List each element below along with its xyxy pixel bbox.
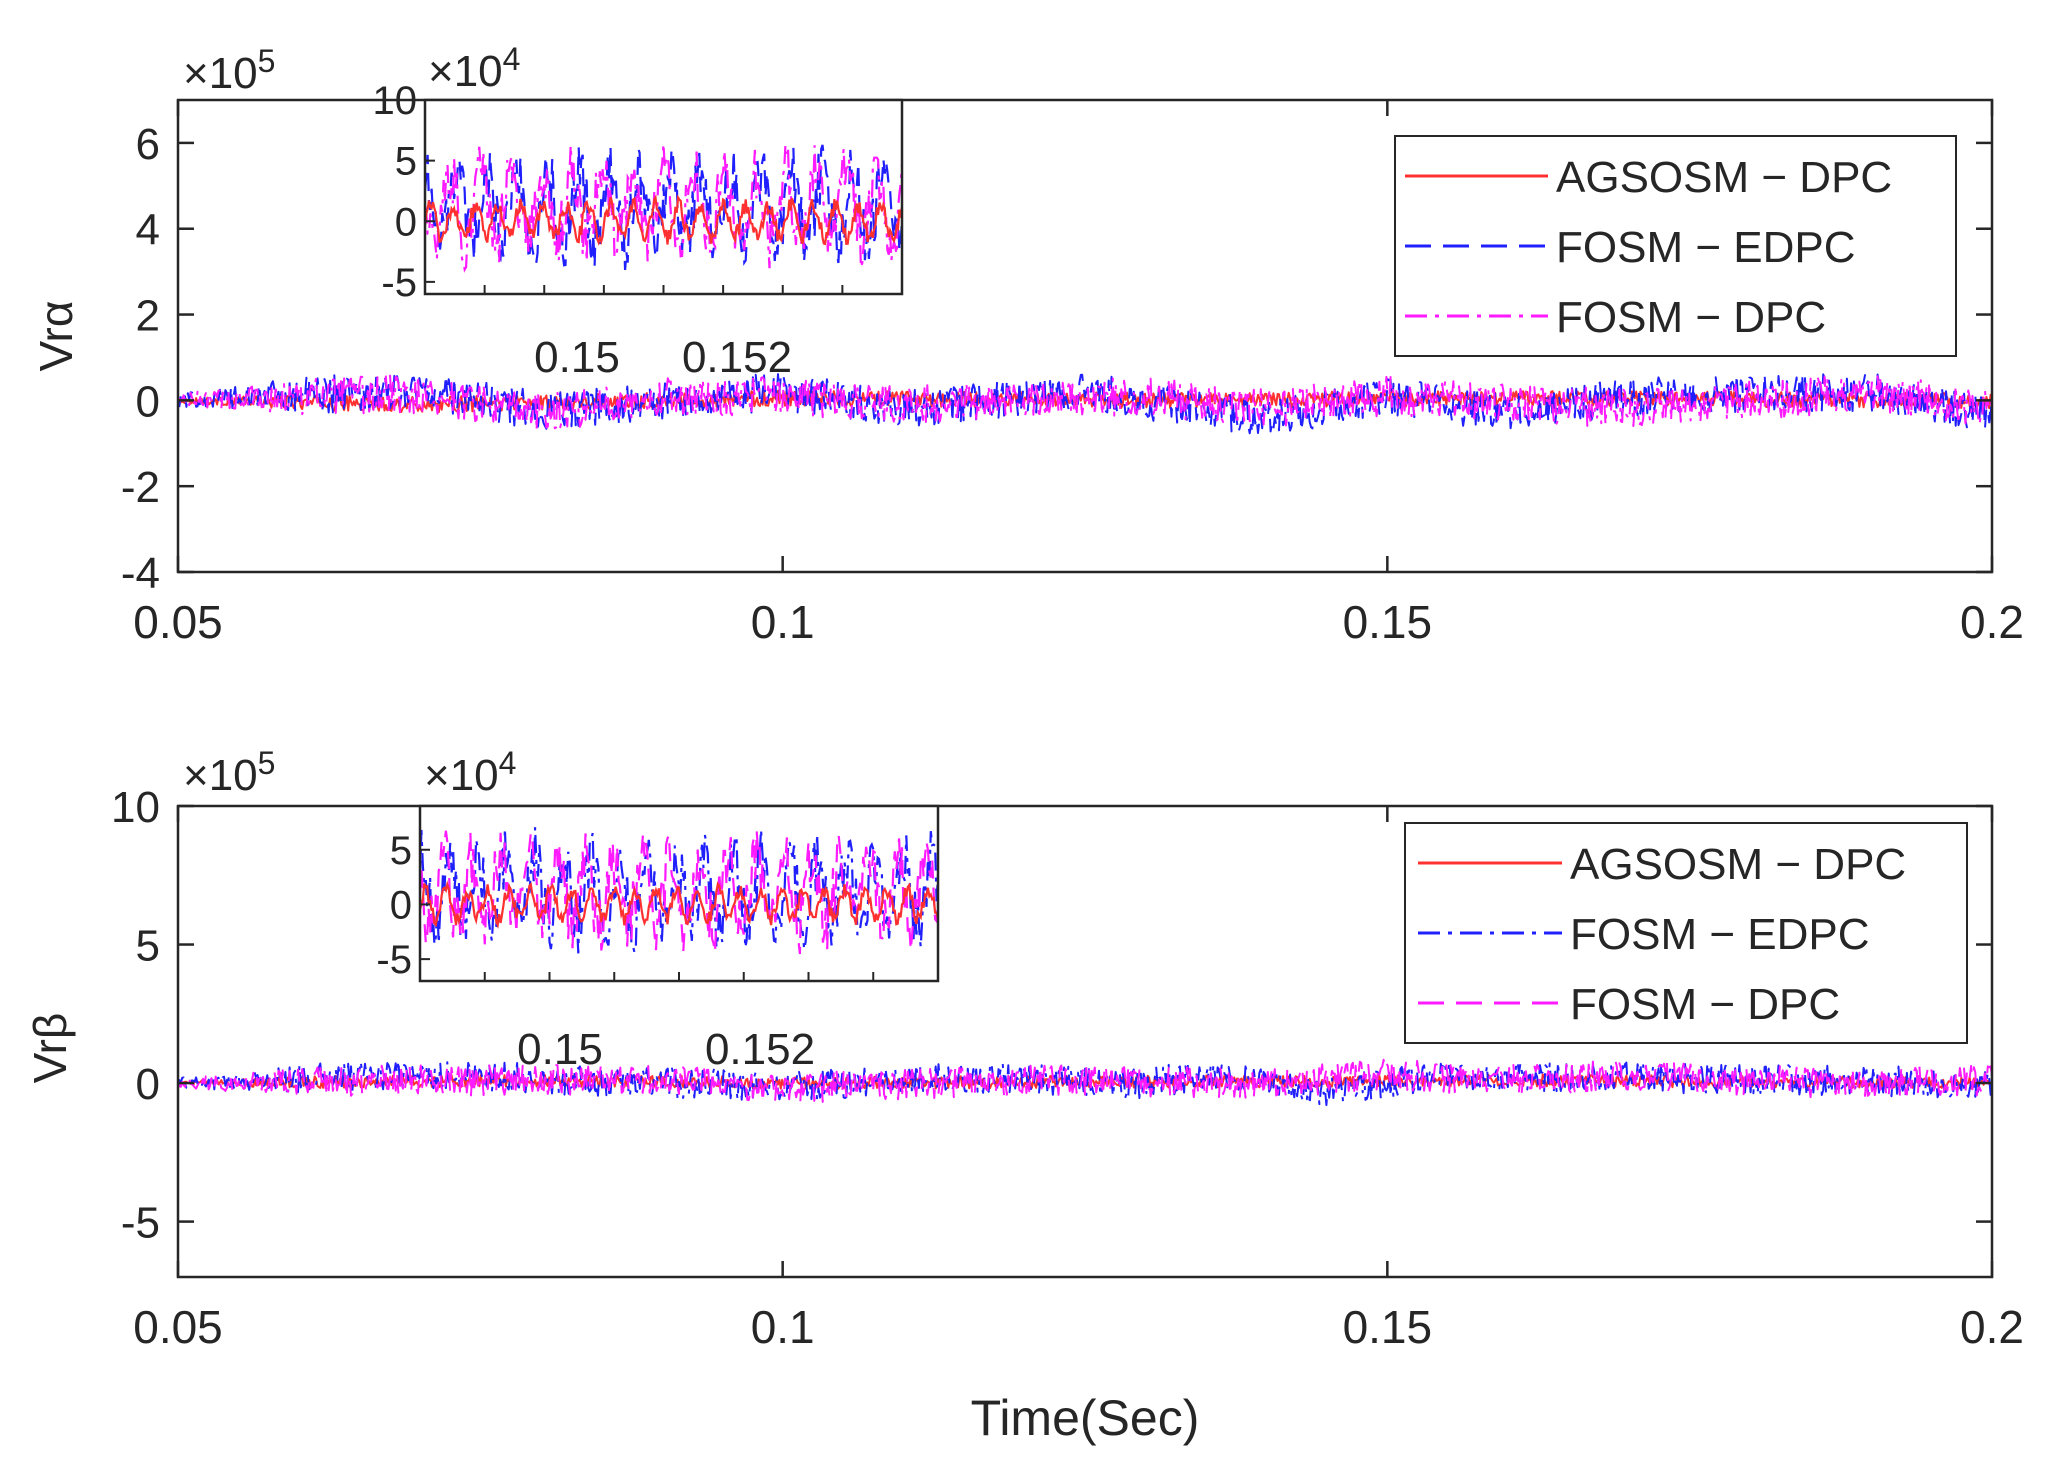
series-line-fosm-edpc bbox=[178, 1060, 1992, 1107]
x-axis-label: Time(Sec) bbox=[971, 1390, 1200, 1446]
x-tick-label: 0.05 bbox=[133, 1301, 223, 1353]
panel-vr-alpha: ×105 0.05 0.1 0.15 0.2 -4 -2 0 2 4 6 Vrα -5 0 5 10 ×… bbox=[30, 41, 2024, 648]
legend-label: FOSM − EDPC bbox=[1556, 223, 1856, 272]
inset-y-tick-label: -5 bbox=[381, 261, 417, 305]
inset-ticks: -5 0 5 10 bbox=[373, 79, 844, 305]
y-tick-label: 0 bbox=[136, 1060, 160, 1109]
inset-x-tick-label: 0.15 bbox=[517, 1025, 603, 1074]
y-tick-label: 5 bbox=[136, 922, 160, 971]
inset-line-fosm-edpc bbox=[420, 827, 938, 956]
inset-line-fosm-edpc bbox=[425, 144, 902, 270]
axis-ticks: 0.05 0.1 0.15 0.2 -5 0 5 10 bbox=[111, 783, 2024, 1353]
series-line-fosm-dpc bbox=[178, 1058, 1992, 1103]
legend: AGSOSM − DPC FOSM − EDPC FOSM − DPC bbox=[1394, 135, 1957, 357]
inset-line-agsosm-dpc bbox=[425, 194, 902, 246]
y-tick-label: 2 bbox=[136, 292, 160, 341]
x-tick-label: 0.15 bbox=[1343, 596, 1433, 648]
inset-plot: -5 0 5 10 ×104 0.15 0.152 bbox=[373, 41, 904, 382]
x-tick-label: 0.05 bbox=[133, 596, 223, 648]
x-tick-label: 0.1 bbox=[751, 1301, 815, 1353]
inset-background bbox=[425, 100, 902, 294]
inset-y-tick-label: 0 bbox=[395, 200, 417, 244]
inset-line-agsosm-dpc bbox=[420, 880, 938, 929]
legend-box bbox=[1404, 822, 1968, 1044]
inset-y-tick-label: 10 bbox=[373, 79, 418, 123]
y-tick-label: -5 bbox=[121, 1199, 160, 1248]
inset-plot: -5 0 5 ×104 0.15 0.152 bbox=[376, 745, 940, 1074]
legend-label: FOSM − DPC bbox=[1570, 980, 1840, 1029]
series-group bbox=[178, 373, 1992, 435]
y-tick-label: 6 bbox=[136, 120, 160, 169]
legend-label: FOSM − DPC bbox=[1556, 293, 1826, 342]
axes-box bbox=[176, 804, 1994, 1279]
inset-series-group bbox=[425, 143, 902, 273]
series-group bbox=[178, 1058, 1992, 1107]
inset-y-tick-label: 0 bbox=[390, 883, 412, 927]
y-tick-label: 0 bbox=[136, 377, 160, 426]
legend: AGSOSM − DPC FOSM − EDPC FOSM − DPC bbox=[1404, 822, 1968, 1044]
inset-ticks: -5 0 5 bbox=[376, 829, 875, 982]
inset-y-tick-label: 5 bbox=[395, 140, 417, 184]
series-line-fosm-dpc bbox=[178, 374, 1992, 432]
legend-label: FOSM − EDPC bbox=[1570, 910, 1870, 959]
series-line-fosm-edpc bbox=[178, 373, 1992, 435]
y-tick-label: -4 bbox=[121, 549, 160, 598]
x-tick-label: 0.1 bbox=[751, 596, 815, 648]
y-tick-label: -2 bbox=[121, 463, 160, 512]
scale-label: ×105 bbox=[183, 745, 275, 800]
inset-y-tick-label: -5 bbox=[376, 938, 412, 982]
inset-y-tick-label: 5 bbox=[390, 829, 412, 873]
legend-label: AGSOSM − DPC bbox=[1570, 840, 1906, 889]
y-tick-label: 4 bbox=[136, 206, 160, 255]
x-tick-label: 0.15 bbox=[1343, 1301, 1433, 1353]
x-tick-label: 0.2 bbox=[1960, 596, 2024, 648]
inset-x-tick-label: 0.152 bbox=[682, 333, 792, 382]
scale-label: ×105 bbox=[183, 43, 275, 98]
axes-box bbox=[176, 98, 1994, 574]
y-axis-label: Vrβ bbox=[24, 1013, 76, 1084]
y-tick-label: 10 bbox=[111, 783, 160, 832]
legend-label: AGSOSM − DPC bbox=[1556, 153, 1892, 202]
x-tick-label: 0.2 bbox=[1960, 1301, 2024, 1353]
inset-scale-label: ×104 bbox=[428, 41, 520, 96]
inset-line-fosm-dpc bbox=[425, 143, 902, 273]
axis-ticks: 0.05 0.1 0.15 0.2 -4 -2 0 2 4 6 bbox=[121, 100, 2024, 648]
inset-x-tick-label: 0.152 bbox=[705, 1025, 815, 1074]
inset-series-group bbox=[420, 827, 938, 956]
inset-scale-label: ×104 bbox=[424, 745, 516, 800]
inset-x-tick-label: 0.15 bbox=[534, 333, 620, 382]
y-axis-label: Vrα bbox=[30, 301, 82, 372]
